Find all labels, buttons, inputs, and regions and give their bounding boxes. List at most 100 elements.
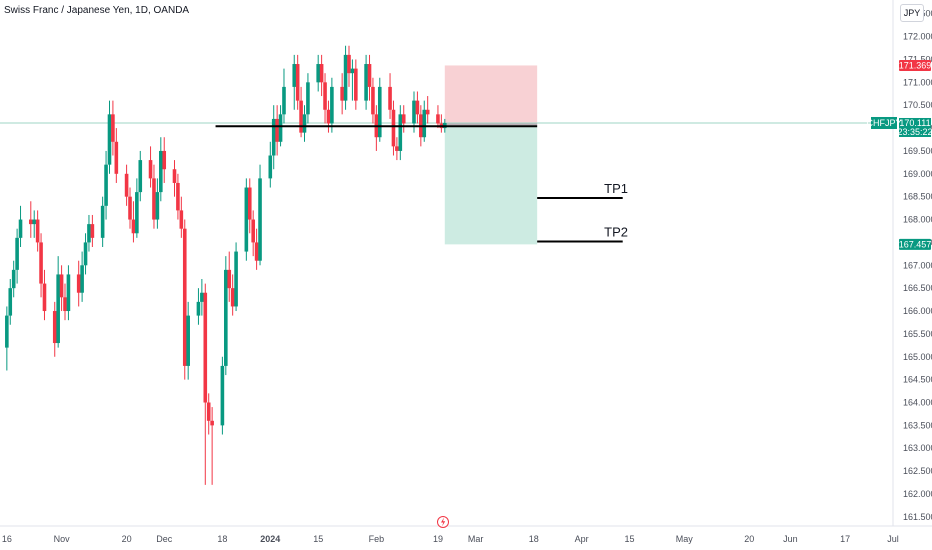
x-tick-label: 19 bbox=[433, 534, 443, 544]
candle-body bbox=[107, 114, 112, 165]
candle-body bbox=[412, 100, 416, 124]
y-tick-label: 168.000 bbox=[903, 215, 932, 225]
candle-body bbox=[15, 237, 19, 270]
candle-body bbox=[200, 292, 204, 302]
candle-body bbox=[11, 269, 16, 289]
candle-body bbox=[415, 100, 420, 115]
y-tick-label: 161.500 bbox=[903, 512, 932, 522]
candle-body bbox=[210, 420, 214, 426]
y-tick-label: 162.000 bbox=[903, 489, 932, 499]
y-tick-label: 169.500 bbox=[903, 146, 932, 156]
candle-body bbox=[354, 68, 358, 101]
candle-body bbox=[28, 219, 33, 225]
candle-body bbox=[401, 114, 406, 124]
tp-label: TP2 bbox=[604, 225, 628, 240]
candle-body bbox=[8, 288, 13, 316]
x-tick-label: May bbox=[676, 534, 694, 544]
currency-button[interactable]: JPY bbox=[900, 4, 924, 22]
candle-body bbox=[292, 64, 297, 87]
x-tick-label: Feb bbox=[369, 534, 385, 544]
last-price-value: 170.111 bbox=[899, 118, 930, 128]
candle-body bbox=[138, 160, 143, 193]
stop-price-tag: 171.369 bbox=[899, 60, 932, 70]
candle-body bbox=[128, 196, 132, 220]
candle-body bbox=[371, 86, 375, 115]
candle-body bbox=[124, 173, 129, 197]
y-tick-label: 163.000 bbox=[903, 443, 932, 453]
y-tick-label: 171.500 bbox=[903, 54, 932, 64]
candle-body bbox=[326, 109, 331, 124]
y-tick-label: 164.500 bbox=[903, 375, 932, 385]
candle-body bbox=[155, 192, 160, 220]
candle-body bbox=[388, 86, 392, 110]
candle-body bbox=[422, 109, 427, 138]
candle-body bbox=[196, 301, 201, 316]
candle-body bbox=[66, 274, 71, 312]
take-profit-zone bbox=[444, 125, 538, 245]
x-tick-label: Jun bbox=[783, 534, 798, 544]
lightning-icon-glyph bbox=[441, 517, 446, 527]
candle-body bbox=[39, 242, 43, 284]
candle-body bbox=[319, 64, 324, 83]
candle-body bbox=[87, 224, 91, 243]
y-tick-label: 165.000 bbox=[903, 352, 932, 362]
candle-body bbox=[258, 178, 262, 261]
candle-body bbox=[251, 219, 255, 243]
candle-body bbox=[56, 274, 60, 344]
last-price-tag-bg bbox=[899, 117, 931, 137]
candle-body bbox=[220, 365, 225, 426]
tp-label: TP1 bbox=[604, 181, 628, 196]
y-tick-label: 164.000 bbox=[903, 398, 932, 408]
candle-body bbox=[182, 228, 187, 366]
candle-body bbox=[186, 315, 190, 366]
candle-body bbox=[83, 242, 88, 266]
candle-body bbox=[244, 187, 249, 252]
x-tick-label: 20 bbox=[744, 534, 754, 544]
candle-body bbox=[271, 118, 276, 156]
x-tick-label: 17 bbox=[840, 534, 850, 544]
candle-body bbox=[52, 311, 57, 344]
x-tick-label: 2024 bbox=[260, 534, 280, 544]
candle-body bbox=[278, 114, 283, 142]
candle-body bbox=[340, 86, 344, 101]
candle-body bbox=[299, 100, 303, 133]
y-tick-label: 172.000 bbox=[903, 32, 932, 42]
symbol-tag: CHFJPY bbox=[866, 118, 901, 128]
x-tick-label: 18 bbox=[529, 534, 539, 544]
candle-body bbox=[206, 402, 211, 421]
x-tick-label: 20 bbox=[122, 534, 132, 544]
y-tick-label: 165.500 bbox=[903, 329, 932, 339]
candle-body bbox=[90, 224, 95, 238]
y-tick-label: 163.500 bbox=[903, 420, 932, 430]
stop-loss-zone bbox=[444, 65, 538, 126]
candle-body bbox=[282, 86, 286, 115]
candle-body bbox=[398, 114, 403, 151]
candle-body bbox=[323, 82, 327, 110]
candle-body bbox=[224, 269, 228, 366]
candle-body bbox=[104, 164, 108, 206]
y-tick-label: 171.000 bbox=[903, 77, 932, 87]
y-tick-label: 167.000 bbox=[903, 260, 932, 270]
candle-body bbox=[135, 192, 139, 234]
y-tick-label: 169.000 bbox=[903, 169, 932, 179]
candle-body bbox=[159, 150, 163, 193]
candle-body bbox=[234, 251, 238, 307]
x-tick-label: 18 bbox=[217, 534, 227, 544]
y-tick-label: 168.500 bbox=[903, 192, 932, 202]
candle-body bbox=[59, 274, 64, 298]
y-tick-label: 166.500 bbox=[903, 283, 932, 293]
candle-body bbox=[295, 64, 300, 101]
candle-body bbox=[179, 210, 184, 229]
candle-body bbox=[367, 64, 372, 87]
candle-body bbox=[302, 114, 307, 133]
candle-body bbox=[35, 219, 40, 243]
candle-body bbox=[377, 86, 382, 138]
x-tick-label: 15 bbox=[625, 534, 635, 544]
y-tick-label: 162.500 bbox=[903, 466, 932, 476]
entry-gap-zone bbox=[444, 122, 538, 126]
candle-body bbox=[176, 182, 180, 211]
candle-body bbox=[80, 265, 84, 293]
stop-price-tag-bg bbox=[899, 59, 931, 71]
